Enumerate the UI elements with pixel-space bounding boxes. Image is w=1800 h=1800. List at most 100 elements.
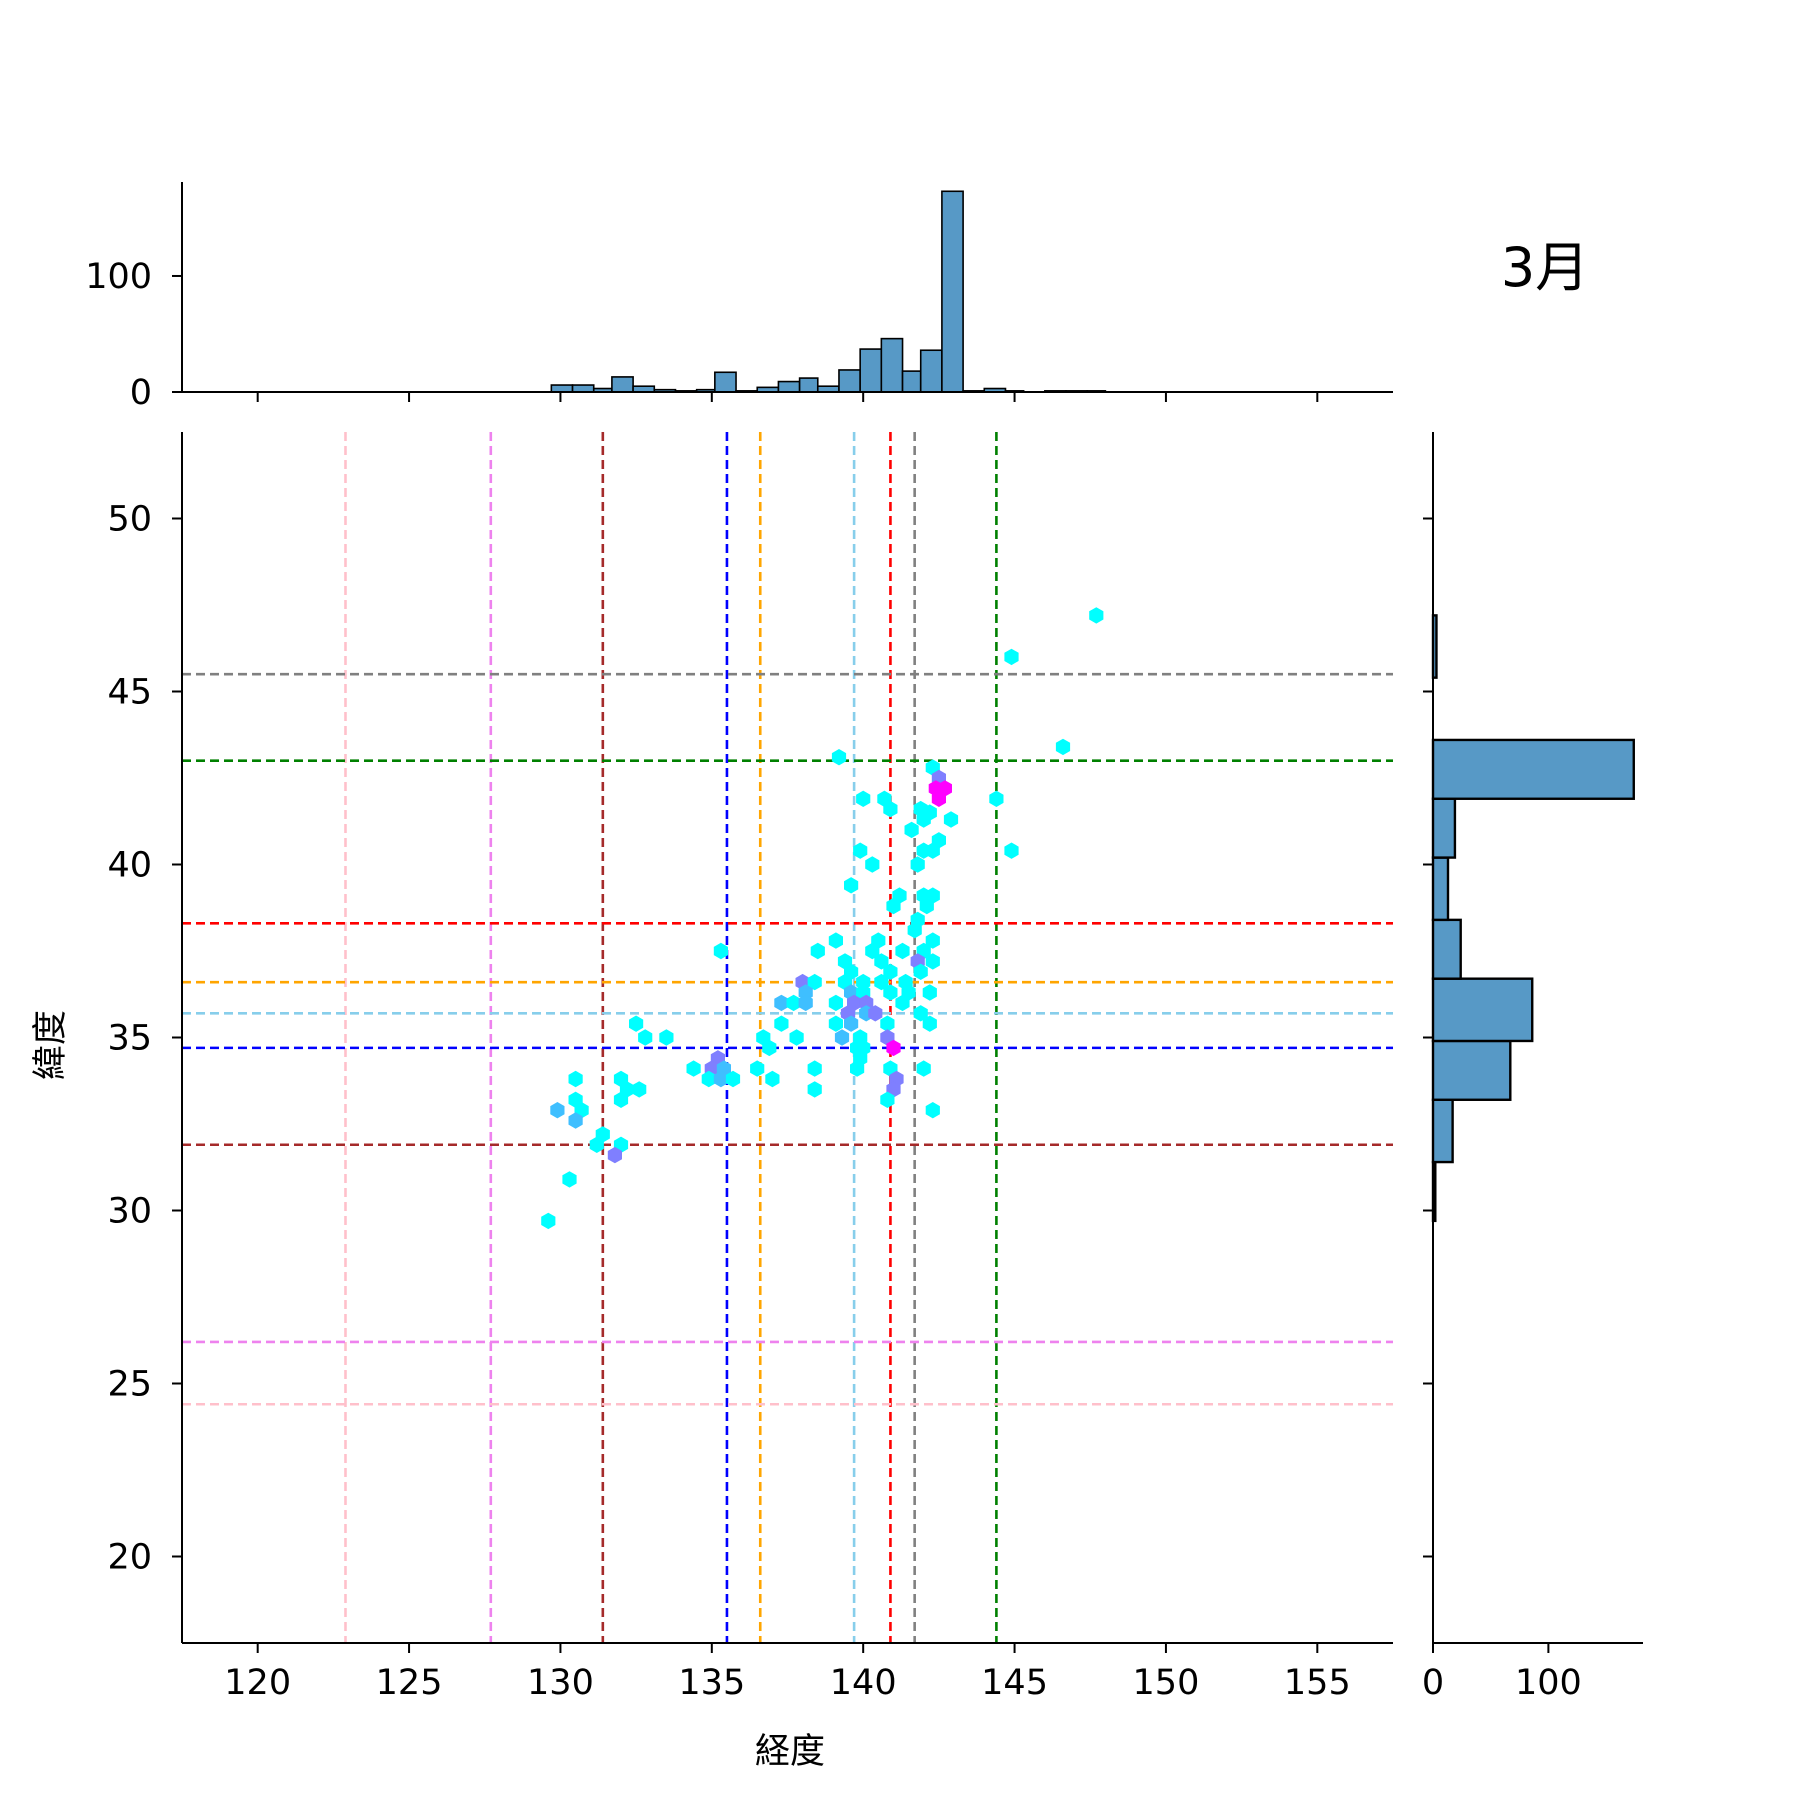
- histogram-bar: [901, 370, 922, 393]
- x-tick-label: 155: [1284, 1663, 1351, 1703]
- y-tick-label: 25: [107, 1365, 152, 1405]
- hexbin: [828, 1015, 843, 1032]
- x-tick-label: 120: [224, 1663, 291, 1703]
- hexbin: [1004, 842, 1019, 859]
- hexbin: [856, 973, 871, 991]
- hexbin: [895, 994, 910, 1012]
- histogram-bar: [880, 337, 904, 393]
- x-tick-label: 150: [1133, 1663, 1200, 1703]
- hexbin: [762, 1039, 777, 1057]
- hexbin: [883, 800, 898, 818]
- hexbin: [925, 1102, 940, 1119]
- histogram-bar: [919, 349, 943, 393]
- hexbin: [613, 1091, 629, 1108]
- hexbin: [943, 811, 959, 828]
- hexbin: [880, 1091, 895, 1108]
- hexbin: [807, 1060, 822, 1077]
- hexbin: [774, 994, 789, 1012]
- hexbin: [989, 790, 1004, 807]
- hexbin: [701, 1070, 716, 1088]
- histogram-bar: [611, 376, 634, 393]
- hexbin: [904, 821, 919, 839]
- histogram-bar: [1431, 856, 1450, 922]
- histogram-bar: [1431, 1039, 1512, 1101]
- hexbin: [922, 1015, 937, 1032]
- hexbin: [925, 842, 940, 859]
- x-tick-label: 135: [678, 1663, 745, 1703]
- top-y-tick-label: 0: [130, 373, 152, 413]
- hexbin: [844, 877, 859, 894]
- hexbin: [562, 1171, 577, 1188]
- hexbin: [568, 1070, 583, 1088]
- hexbin: [922, 984, 937, 1001]
- right-marginal-histogram: 0 100: [1422, 432, 1643, 1703]
- y-tick-label: 20: [107, 1538, 152, 1578]
- right-x-tick-label: 100: [1515, 1663, 1582, 1703]
- histogram-bar: [859, 348, 883, 393]
- histogram-bar: [714, 371, 737, 393]
- histogram-bar: [941, 190, 964, 393]
- x-tick-label: 125: [376, 1663, 443, 1703]
- hexbin: [798, 994, 813, 1012]
- histogram-bar: [550, 384, 574, 393]
- top-marginal-histogram: 0 100: [85, 182, 1393, 413]
- hexbin: [632, 1081, 647, 1098]
- hexbin: [895, 942, 910, 960]
- hexbin: [883, 963, 898, 980]
- hexbin: [810, 942, 825, 960]
- histogram-bar: [571, 384, 595, 393]
- hexbin: [1055, 738, 1071, 756]
- x-axis-label: 経度: [755, 1732, 825, 1772]
- hexbin: [916, 811, 931, 828]
- histogram-bar: [1431, 738, 1635, 800]
- hexbin: [807, 973, 822, 991]
- histogram-bar: [798, 377, 819, 393]
- hexbin: [1004, 648, 1019, 666]
- hexbin: [659, 1029, 674, 1046]
- y-tick-label: 30: [107, 1192, 152, 1232]
- histogram-bar: [1431, 797, 1457, 859]
- hexbin: [807, 1081, 822, 1098]
- y-tick-label: 50: [107, 500, 152, 540]
- histogram-bar: [1431, 918, 1462, 980]
- y-tick-label: 45: [107, 673, 152, 713]
- hexbin: [786, 994, 801, 1012]
- hexbin: [853, 842, 868, 859]
- right-x-tick-label: 0: [1422, 1663, 1444, 1703]
- hexbin: [638, 1029, 653, 1046]
- x-tick-label: 140: [830, 1663, 897, 1703]
- hexbin: [765, 1070, 780, 1088]
- hexbin: [859, 994, 874, 1012]
- hexbin: [919, 897, 934, 915]
- hexbin: [925, 932, 940, 949]
- hexbin: [868, 1005, 883, 1022]
- hexbin: [798, 984, 813, 1001]
- hexbin: [607, 1146, 622, 1164]
- histogram-bar: [838, 369, 861, 393]
- hexbin: [916, 1060, 931, 1077]
- hexbin: [883, 984, 898, 1001]
- hexbin: [713, 942, 728, 960]
- hexbin: [1089, 607, 1104, 624]
- hexbin: [931, 790, 946, 807]
- hexbin: [865, 856, 880, 873]
- y-axis-label: 緯度: [31, 1010, 71, 1080]
- hexbin: [686, 1060, 701, 1077]
- hexbin: [629, 1015, 644, 1032]
- hexbin: [907, 922, 922, 939]
- hexbin: [789, 1029, 804, 1046]
- hexbin: [913, 963, 928, 980]
- hexbin: [568, 1112, 583, 1129]
- hexbin: [865, 942, 880, 960]
- main-plot-area: 120 125 130 135 140 145 150 155 20 25 30 35 40 45 50: [107, 432, 1393, 1703]
- hexbin: [589, 1136, 604, 1153]
- histogram-bar: [1431, 977, 1534, 1043]
- hexbin: [856, 790, 871, 807]
- histogram-bar: [777, 380, 801, 393]
- hexbin: [828, 932, 843, 949]
- hexbin: [541, 1212, 556, 1230]
- hexbin: [886, 897, 901, 915]
- hexbin: [774, 1015, 789, 1032]
- hexbin: [850, 1060, 865, 1077]
